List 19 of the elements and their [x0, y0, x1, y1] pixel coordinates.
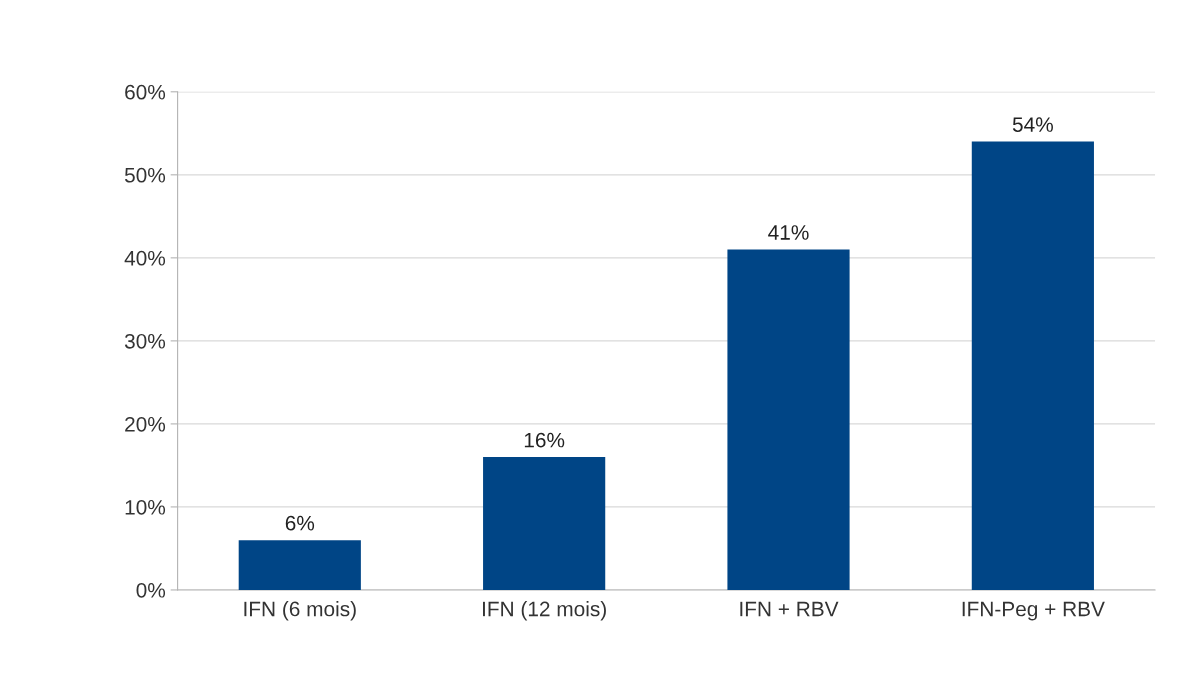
y-tick-label: 50%	[124, 167, 166, 183]
bar	[971, 141, 1094, 590]
x-tick-label: IFN + RBV	[740, 601, 839, 617]
data-label: 54%	[1012, 117, 1053, 132]
x-tick-label: IFN (12 mois)	[482, 601, 606, 621]
data-label: 41%	[768, 225, 809, 240]
bar	[238, 540, 361, 590]
data-label: 16%	[524, 432, 565, 448]
y-tick-label: 60%	[125, 84, 166, 100]
y-tick-label: 20%	[125, 416, 166, 432]
bar	[727, 249, 850, 590]
y-tick-label: 40%	[124, 250, 166, 266]
x-tick-label: IFN-Peg + RBV	[962, 601, 1105, 621]
bar	[483, 457, 606, 590]
x-tick-label: IFN (6 mois)	[244, 601, 356, 621]
y-tick-label: 30%	[124, 333, 166, 349]
data-label: 6%	[285, 515, 315, 531]
y-tick-label: 10%	[125, 499, 166, 515]
y-tick-label: 0%	[136, 582, 166, 598]
